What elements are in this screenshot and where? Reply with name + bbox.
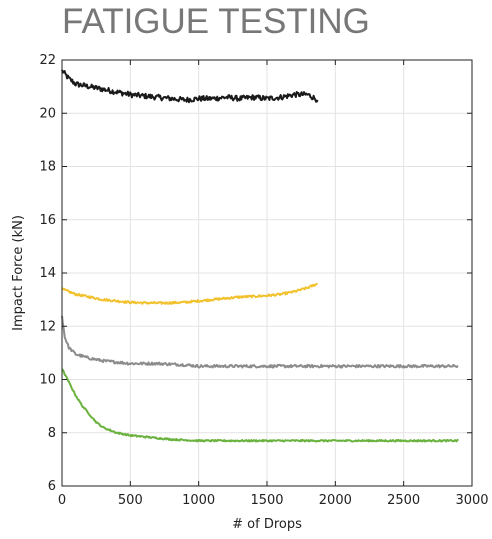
grid (61, 59, 473, 487)
y-tick-label: 22 (39, 53, 56, 68)
y-tick-label: 8 (48, 426, 56, 441)
x-tick-label: 1000 (182, 493, 215, 508)
x-tick-label: 2500 (387, 493, 420, 508)
y-tick-label: 6 (48, 479, 56, 494)
y-tick-label: 16 (39, 213, 56, 228)
series-line-4 (61, 368, 460, 443)
y-tick-label: 14 (39, 266, 56, 281)
series-group (61, 69, 460, 443)
x-tick-label: 0 (58, 493, 66, 508)
x-axis-label: # of Drops (232, 517, 302, 532)
y-tick-label: 10 (39, 373, 56, 388)
chart-title: FATIGUE TESTING (62, 2, 370, 41)
y-tick-label: 20 (39, 106, 56, 121)
y-tick-label: 12 (39, 319, 56, 334)
x-tick-label: 2000 (319, 493, 352, 508)
y-tick-label: 18 (39, 160, 56, 175)
series-line-3 (61, 315, 459, 369)
ticks: 0 500 1000 1500 2000 2500 3000 6 8 10 12 14 16 18 20 22 (39, 53, 488, 508)
x-tick-label: 3000 (455, 493, 488, 508)
x-tick-label: 500 (118, 493, 143, 508)
y-axis-label: Impact Force (kN) (11, 215, 26, 331)
series-line-1 (61, 69, 319, 104)
x-tick-label: 1500 (250, 493, 283, 508)
series-line-2 (61, 282, 318, 305)
